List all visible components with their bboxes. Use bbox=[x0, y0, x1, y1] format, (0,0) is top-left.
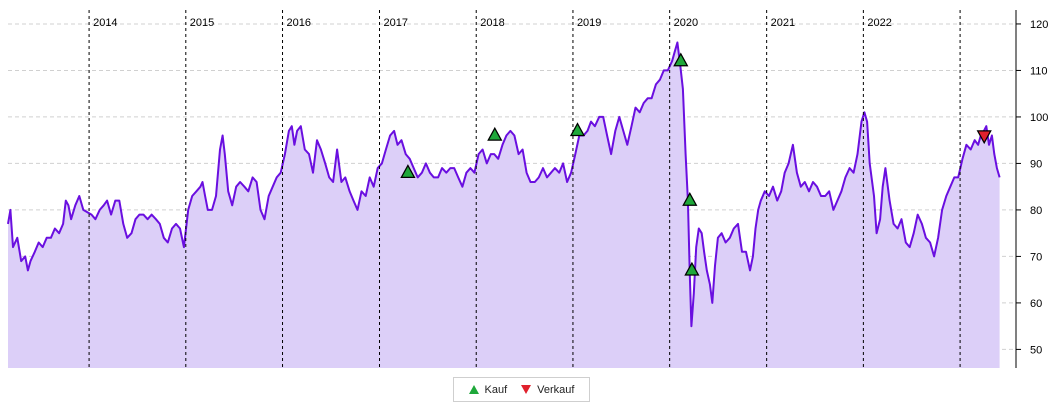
y-tick-label-70: 70 bbox=[1030, 251, 1042, 263]
buy-triangle-icon bbox=[468, 385, 479, 394]
trade-marker-buy-3 bbox=[675, 55, 687, 66]
price-area bbox=[8, 42, 1000, 368]
year-label-2018: 2018 bbox=[480, 17, 504, 29]
year-label-2016: 2016 bbox=[287, 17, 311, 29]
trade-marker-buy-0 bbox=[402, 166, 414, 177]
year-label-2022: 2022 bbox=[867, 17, 891, 29]
year-label-2015: 2015 bbox=[190, 17, 214, 29]
y-tick-label-80: 80 bbox=[1030, 205, 1042, 217]
y-tick-label-100: 100 bbox=[1030, 112, 1048, 124]
year-label-2017: 2017 bbox=[384, 17, 408, 29]
year-label-2020: 2020 bbox=[674, 17, 698, 29]
sell-triangle-icon bbox=[521, 385, 532, 394]
legend-item-buy[interactable]: Kauf bbox=[468, 383, 508, 396]
trade-marker-buy-5 bbox=[686, 264, 698, 275]
legend-label-sell: Verkauf bbox=[537, 383, 575, 396]
y-tick-label-120: 120 bbox=[1030, 19, 1048, 31]
legend-item-sell[interactable]: Verkauf bbox=[521, 384, 574, 396]
trade-marker-buy-4 bbox=[684, 194, 696, 205]
trade-marker-buy-2 bbox=[572, 124, 583, 135]
y-tick-label-60: 60 bbox=[1030, 298, 1042, 310]
year-label-2021: 2021 bbox=[771, 17, 795, 29]
y-tick-label-90: 90 bbox=[1030, 158, 1042, 170]
trade-marker-sell-6 bbox=[978, 131, 990, 142]
legend-label-buy: Kauf bbox=[484, 383, 508, 396]
y-tick-label-110: 110 bbox=[1030, 65, 1048, 77]
year-label-2019: 2019 bbox=[577, 17, 601, 29]
legend: Kauf Verkauf bbox=[453, 377, 590, 402]
price-line bbox=[7, 41, 1001, 328]
trade-marker-buy-1 bbox=[489, 129, 501, 140]
year-label-2014: 2014 bbox=[93, 17, 117, 29]
y-tick-label-50: 50 bbox=[1030, 344, 1042, 356]
